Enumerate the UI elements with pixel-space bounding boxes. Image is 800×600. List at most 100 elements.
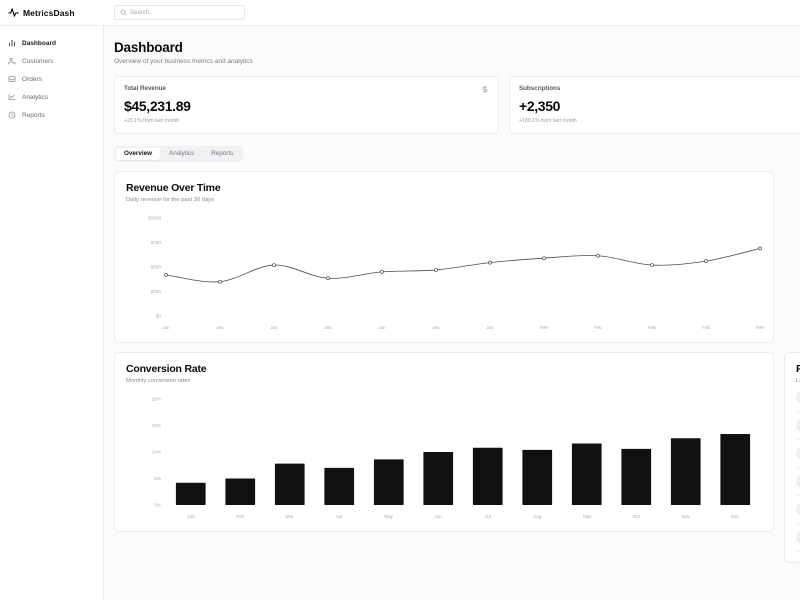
sidebar: Dashboard Customers Orders [0, 26, 104, 600]
inbox-icon [8, 76, 16, 82]
tab-analytics[interactable]: Analytics [169, 150, 195, 157]
avatar [796, 419, 800, 433]
svg-text:5%: 5% [154, 476, 161, 481]
sidebar-item-analytics[interactable]: Analytics [0, 88, 103, 106]
stat-label: Total Revenue [124, 85, 166, 92]
svg-text:Aug: Aug [533, 514, 542, 519]
list-item[interactable]: Liam Brownliam@example.com+$149.00 [796, 524, 800, 553]
avatar [796, 391, 800, 405]
sidebar-item-label: Customers [22, 57, 54, 65]
stat-card-total-revenue: Total Revenue $45,231.89 +20.1% from las… [114, 76, 499, 134]
bar-chart-icon [9, 39, 15, 47]
body: Dashboard Customers Orders [0, 26, 800, 600]
tab-bar: Overview Analytics Reports [114, 146, 244, 163]
svg-text:Feb: Feb [594, 325, 602, 330]
list-item[interactable]: Isabella Nguyenisabella@example.com+$299… [796, 440, 800, 469]
recent-sales-card: Recent Sales Latest transactions Olivia … [784, 352, 800, 564]
search-input[interactable]: Search... [114, 5, 245, 20]
recent-sales-list: Olivia Martinolivia@example.com+$1,999.0… [796, 384, 800, 553]
chart-title: Conversion Rate [126, 363, 207, 376]
activity-pulse-icon [8, 8, 19, 17]
sidebar-item-dashboard[interactable]: Dashboard [0, 34, 103, 52]
svg-text:Mar: Mar [286, 514, 294, 519]
stat-card-header: Total Revenue [124, 85, 489, 93]
brand[interactable]: MetricsDash [0, 7, 104, 18]
svg-text:Jul: Jul [485, 514, 491, 519]
brand-name: MetricsDash [23, 7, 75, 18]
avatar [796, 475, 800, 489]
svg-text:May: May [384, 514, 393, 519]
svg-text:20%: 20% [152, 397, 161, 402]
svg-text:Jan: Jan [432, 325, 440, 330]
svg-text:Apr: Apr [336, 514, 344, 519]
main-content: Dashboard Overview of your business metr… [104, 26, 800, 600]
search-icon [120, 9, 127, 16]
svg-text:Dec: Dec [731, 514, 740, 519]
svg-text:15%: 15% [152, 423, 161, 428]
chart-subtitle: Monthly conversion rates [126, 378, 191, 385]
lower-row: Conversion Rate Monthly conversion rates… [114, 343, 800, 564]
sidebar-item-label: Dashboard [22, 39, 56, 47]
svg-text:0%: 0% [154, 503, 161, 508]
svg-text:$750: $750 [151, 240, 162, 245]
revenue-over-time-card: Revenue Over Time Daily revenue for the … [114, 171, 774, 344]
bar-chart-plot: 0% 5% 10% 15% 20% Jan Feb Mar Apr May Jun Jul Aug Sep… [126, 393, 762, 523]
svg-text:Jun: Jun [435, 514, 443, 519]
svg-text:Jan: Jan [216, 325, 224, 330]
tab-reports[interactable]: Reports [211, 150, 234, 157]
tab-overview[interactable]: Overview [116, 148, 161, 161]
stat-card-row: Total Revenue $45,231.89 +20.1% from las… [114, 76, 800, 134]
svg-text:Jan: Jan [270, 325, 278, 330]
list-item[interactable]: Sofia Davissofia@example.com+$39.00 [796, 496, 800, 525]
recent-sales-title: Recent Sales [796, 363, 800, 376]
sidebar-item-label: Orders [22, 75, 42, 83]
svg-text:Jan: Jan [187, 514, 195, 519]
top-bar-right: Search... [104, 5, 800, 20]
sidebar-item-orders[interactable]: Orders [0, 70, 103, 88]
svg-text:$1000: $1000 [148, 216, 161, 221]
svg-text:Jan: Jan [162, 325, 170, 330]
sidebar-item-customers[interactable]: Customers [0, 52, 103, 70]
svg-text:Feb: Feb [648, 325, 656, 330]
stat-delta: +20.1% from last month [124, 118, 179, 124]
stat-card-subscriptions: Subscriptions +2,350 +180.1% from last m… [509, 76, 800, 134]
clock-icon [8, 111, 16, 119]
page-subtitle: Overview of your business metrics and an… [114, 58, 253, 65]
conversion-rate-card: Conversion Rate Monthly conversion rates… [114, 352, 774, 533]
svg-text:Nov: Nov [682, 514, 691, 519]
stat-value: $45,231.89 [124, 98, 191, 114]
sidebar-item-label: Reports [22, 111, 45, 119]
conversion-bar-chart: 0% 5% 10% 15% 20% Jan Feb Mar Apr May Jun Jul Aug Sep… [152, 397, 751, 519]
svg-text:Jan: Jan [324, 325, 332, 330]
top-bar: MetricsDash Search... [0, 0, 800, 26]
svg-text:Oct: Oct [633, 514, 641, 519]
avatar [796, 531, 800, 545]
stat-value: +2,350 [519, 98, 561, 114]
stat-card-header: Subscriptions [519, 85, 800, 93]
svg-text:$250: $250 [151, 289, 162, 294]
search-placeholder: Search... [130, 9, 155, 16]
chart-subtitle: Daily revenue for the past 30 days [126, 197, 214, 204]
stat-label: Subscriptions [519, 85, 561, 92]
svg-text:Feb: Feb [702, 325, 710, 330]
list-item[interactable]: William Kimwill@example.com+$99.00 [796, 468, 800, 497]
line-chart-icon [8, 93, 16, 101]
svg-text:Feb: Feb [540, 325, 548, 330]
list-item[interactable]: Olivia Martinolivia@example.com+$1,999.0… [796, 384, 800, 413]
users-icon [8, 57, 16, 65]
stat-delta: +180.1% from last month [519, 118, 577, 124]
list-item[interactable]: Jackson Leejackson@example.com+$39.00 [796, 412, 800, 441]
sidebar-item-reports[interactable]: Reports [0, 106, 103, 124]
dollar-sign-icon [482, 85, 488, 93]
svg-text:Feb: Feb [236, 514, 244, 519]
svg-text:Feb: Feb [756, 325, 764, 330]
recent-sales-subtitle: Latest transactions [796, 378, 800, 385]
svg-text:Jan: Jan [486, 325, 494, 330]
sidebar-item-label: Analytics [22, 93, 49, 101]
revenue-line-chart: $0 $250 $500 $750 $1000 Jan Jan Jan Jan Jan Jan Jan… [148, 216, 764, 330]
line-chart-plot: $0 $250 $500 $750 $1000 Jan Jan Jan Jan Jan Jan Jan… [126, 212, 764, 334]
svg-text:10%: 10% [152, 450, 161, 455]
avatar [796, 503, 800, 517]
chart-title: Revenue Over Time [126, 182, 221, 195]
